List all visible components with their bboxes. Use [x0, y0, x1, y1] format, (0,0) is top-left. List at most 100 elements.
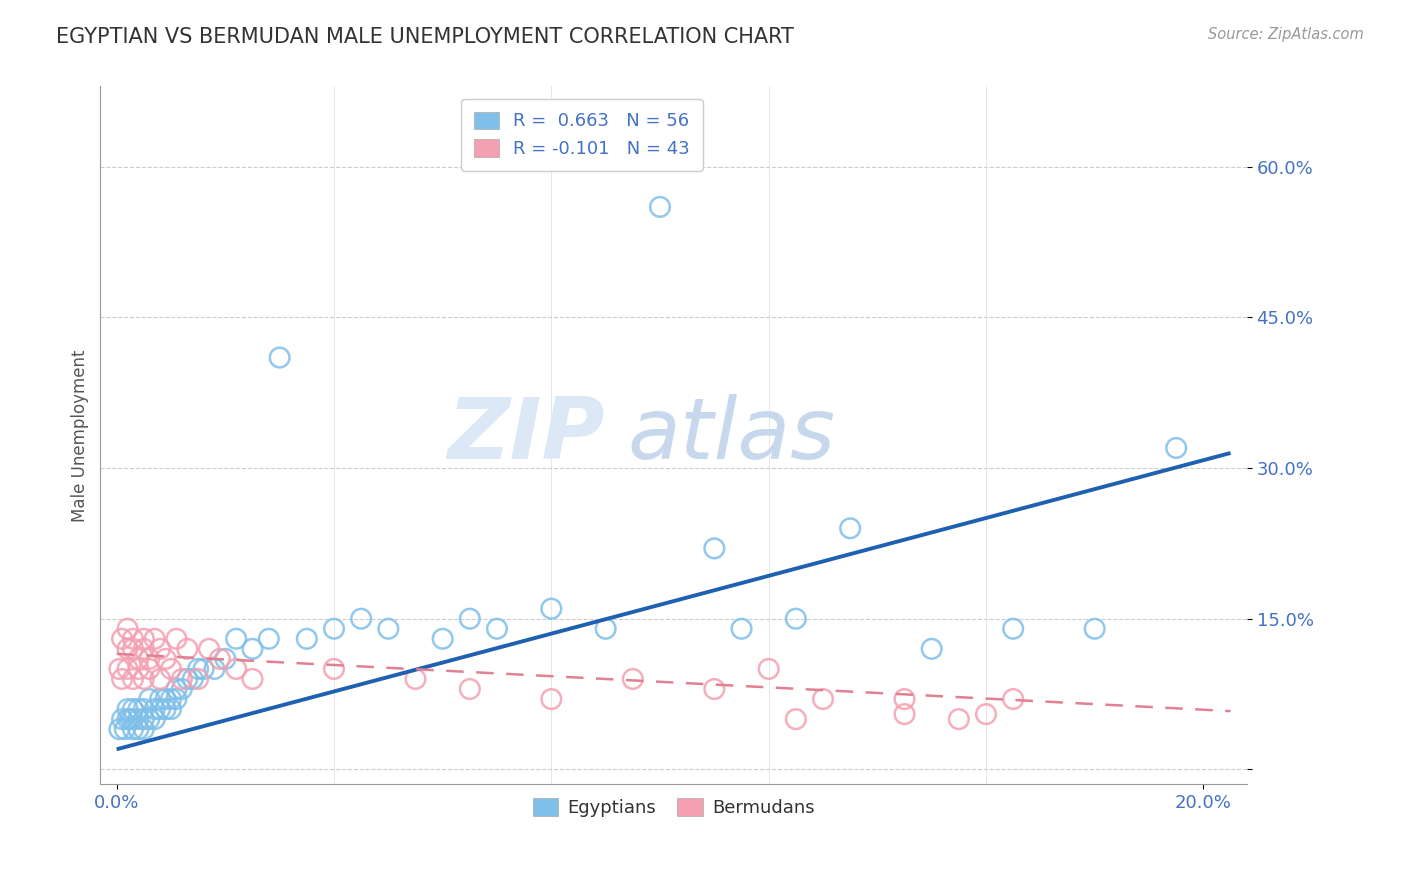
Point: [122, 722, 145, 736]
Point: [111, 632, 134, 646]
Point: [811, 692, 834, 706]
Point: [621, 672, 644, 686]
Point: [187, 672, 209, 686]
Point: [1002, 692, 1025, 706]
Point: [730, 622, 752, 636]
Point: [458, 681, 481, 696]
Point: [138, 712, 160, 726]
Point: [127, 712, 149, 726]
Point: [117, 662, 139, 676]
Point: [108, 722, 131, 736]
Text: Source: ZipAtlas.com: Source: ZipAtlas.com: [1208, 27, 1364, 42]
Point: [703, 541, 725, 556]
Point: [122, 632, 145, 646]
Point: [108, 662, 131, 676]
Point: [485, 622, 508, 636]
Point: [405, 672, 427, 686]
Point: [295, 632, 318, 646]
Point: [170, 681, 193, 696]
Point: [114, 722, 136, 736]
Point: [155, 702, 177, 716]
Point: [155, 692, 177, 706]
Point: [350, 612, 373, 626]
Point: [165, 681, 187, 696]
Point: [132, 712, 155, 726]
Point: [117, 641, 139, 656]
Point: [595, 622, 617, 636]
Point: [122, 672, 145, 686]
Point: [1084, 622, 1107, 636]
Point: [323, 622, 346, 636]
Point: [893, 692, 915, 706]
Point: [122, 641, 145, 656]
Point: [117, 622, 139, 636]
Point: [1002, 622, 1025, 636]
Point: [1166, 441, 1188, 455]
Point: [149, 641, 172, 656]
Text: EGYPTIAN VS BERMUDAN MALE UNEMPLOYMENT CORRELATION CHART: EGYPTIAN VS BERMUDAN MALE UNEMPLOYMENT C…: [56, 27, 794, 46]
Point: [117, 702, 139, 716]
Point: [269, 351, 291, 365]
Point: [127, 722, 149, 736]
Point: [132, 632, 155, 646]
Point: [893, 707, 915, 722]
Point: [160, 692, 183, 706]
Point: [193, 662, 215, 676]
Point: [785, 712, 807, 726]
Point: [257, 632, 280, 646]
Point: [138, 652, 160, 666]
Point: [143, 702, 166, 716]
Point: [540, 692, 562, 706]
Point: [225, 662, 247, 676]
Point: [132, 702, 155, 716]
Point: [214, 652, 236, 666]
Text: ZIP: ZIP: [447, 394, 605, 477]
Point: [181, 672, 204, 686]
Point: [132, 672, 155, 686]
Point: [127, 702, 149, 716]
Point: [187, 662, 209, 676]
Y-axis label: Male Unemployment: Male Unemployment: [72, 349, 89, 522]
Point: [120, 712, 142, 726]
Point: [122, 712, 145, 726]
Point: [948, 712, 970, 726]
Point: [127, 652, 149, 666]
Point: [176, 641, 198, 656]
Point: [323, 662, 346, 676]
Point: [242, 672, 264, 686]
Point: [540, 601, 562, 615]
Point: [225, 632, 247, 646]
Point: [143, 632, 166, 646]
Point: [974, 707, 997, 722]
Point: [127, 662, 149, 676]
Point: [165, 692, 187, 706]
Point: [149, 702, 172, 716]
Point: [839, 521, 862, 535]
Point: [377, 622, 399, 636]
Point: [132, 641, 155, 656]
Legend: Egyptians, Bermudans: Egyptians, Bermudans: [526, 791, 821, 824]
Point: [921, 641, 943, 656]
Point: [160, 702, 183, 716]
Point: [242, 641, 264, 656]
Point: [176, 672, 198, 686]
Point: [165, 632, 187, 646]
Point: [155, 652, 177, 666]
Point: [703, 681, 725, 696]
Point: [432, 632, 454, 646]
Point: [204, 662, 226, 676]
Point: [785, 612, 807, 626]
Point: [117, 712, 139, 726]
Point: [132, 722, 155, 736]
Point: [138, 692, 160, 706]
Point: [648, 200, 671, 214]
Point: [149, 672, 172, 686]
Point: [170, 672, 193, 686]
Point: [143, 712, 166, 726]
Point: [122, 702, 145, 716]
Text: atlas: atlas: [627, 394, 835, 477]
Point: [160, 662, 183, 676]
Point: [111, 712, 134, 726]
Point: [138, 662, 160, 676]
Point: [758, 662, 780, 676]
